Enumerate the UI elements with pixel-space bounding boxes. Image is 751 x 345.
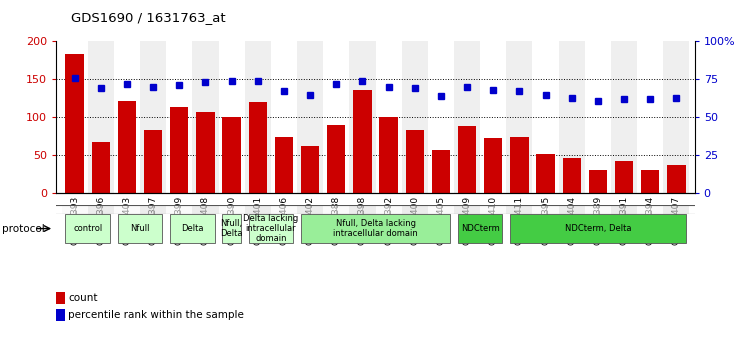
- Bar: [480, 41, 506, 193]
- Bar: [536, 154, 555, 193]
- Bar: [170, 107, 189, 193]
- Bar: [222, 214, 241, 243]
- Bar: [219, 41, 245, 193]
- Bar: [637, 205, 663, 214]
- Bar: [428, 205, 454, 214]
- Bar: [323, 41, 349, 193]
- Bar: [297, 41, 323, 193]
- Text: NDCterm, Delta: NDCterm, Delta: [565, 224, 631, 233]
- Bar: [349, 41, 376, 193]
- Bar: [379, 117, 398, 193]
- Bar: [166, 41, 192, 193]
- Text: percentile rank within the sample: percentile rank within the sample: [68, 310, 244, 320]
- Text: control: control: [73, 224, 102, 233]
- Bar: [458, 214, 502, 243]
- Bar: [192, 41, 219, 193]
- Bar: [88, 41, 114, 193]
- Bar: [637, 41, 663, 193]
- Bar: [562, 158, 581, 193]
- Bar: [114, 205, 140, 214]
- Text: protocol: protocol: [2, 224, 44, 234]
- Bar: [65, 53, 84, 193]
- Bar: [585, 205, 611, 214]
- Bar: [641, 170, 659, 193]
- Text: count: count: [68, 293, 98, 303]
- Bar: [506, 41, 532, 193]
- Bar: [166, 205, 192, 214]
- Bar: [454, 205, 480, 214]
- Bar: [118, 101, 136, 193]
- Bar: [65, 214, 110, 243]
- Bar: [611, 41, 637, 193]
- Bar: [249, 214, 293, 243]
- Bar: [663, 205, 689, 214]
- Bar: [428, 41, 454, 193]
- Bar: [402, 205, 428, 214]
- Bar: [271, 205, 297, 214]
- Bar: [323, 205, 349, 214]
- Bar: [432, 150, 450, 193]
- Bar: [667, 165, 686, 193]
- Text: Nfull,
Delta: Nfull, Delta: [220, 219, 243, 238]
- Bar: [454, 41, 480, 193]
- Bar: [327, 125, 345, 193]
- Bar: [458, 126, 476, 193]
- Bar: [114, 41, 140, 193]
- Bar: [245, 205, 271, 214]
- Bar: [222, 117, 241, 193]
- Bar: [510, 137, 529, 193]
- Bar: [615, 161, 633, 193]
- Bar: [62, 205, 88, 214]
- Text: Delta: Delta: [181, 224, 204, 233]
- Bar: [559, 41, 585, 193]
- Text: Nfull: Nfull: [130, 224, 149, 233]
- Bar: [140, 205, 166, 214]
- Bar: [219, 205, 245, 214]
- Bar: [484, 138, 502, 193]
- Bar: [376, 41, 402, 193]
- Bar: [506, 205, 532, 214]
- Bar: [480, 205, 506, 214]
- Bar: [88, 205, 114, 214]
- Bar: [140, 41, 166, 193]
- Bar: [271, 41, 297, 193]
- Text: Delta lacking
intracellular
domain: Delta lacking intracellular domain: [243, 214, 298, 244]
- Bar: [196, 112, 215, 193]
- Bar: [402, 41, 428, 193]
- Bar: [192, 205, 219, 214]
- Bar: [611, 205, 637, 214]
- Bar: [245, 41, 271, 193]
- Bar: [297, 205, 323, 214]
- Bar: [92, 141, 110, 193]
- Bar: [170, 214, 215, 243]
- Bar: [301, 146, 319, 193]
- Bar: [510, 214, 686, 243]
- Bar: [663, 41, 689, 193]
- Bar: [559, 205, 585, 214]
- Bar: [406, 130, 424, 193]
- Bar: [62, 41, 88, 193]
- Text: NDCterm: NDCterm: [461, 224, 499, 233]
- Bar: [144, 130, 162, 193]
- Bar: [376, 205, 402, 214]
- Bar: [249, 102, 267, 193]
- Bar: [585, 41, 611, 193]
- Bar: [275, 137, 293, 193]
- Text: GDS1690 / 1631763_at: GDS1690 / 1631763_at: [71, 11, 226, 24]
- Text: Nfull, Delta lacking
intracellular domain: Nfull, Delta lacking intracellular domai…: [333, 219, 418, 238]
- Bar: [301, 214, 450, 243]
- Bar: [349, 205, 376, 214]
- Bar: [532, 205, 559, 214]
- Bar: [532, 41, 559, 193]
- Bar: [353, 90, 372, 193]
- Bar: [589, 170, 607, 193]
- Bar: [118, 214, 162, 243]
